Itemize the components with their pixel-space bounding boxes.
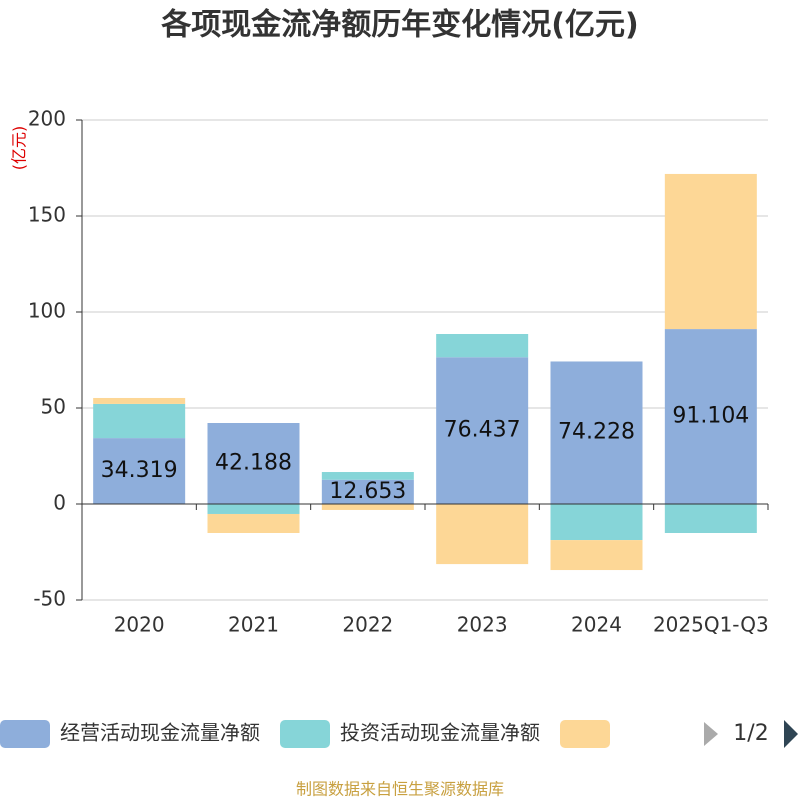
bar <box>550 540 643 571</box>
legend-swatch <box>0 720 50 748</box>
bar <box>664 173 757 330</box>
bar <box>207 422 300 504</box>
x-tick-label: 2020 <box>114 613 165 637</box>
bar <box>436 334 529 358</box>
data-label: 74.228 <box>558 420 635 445</box>
legend-label: 投资活动现金流量净额 <box>340 721 540 745</box>
legend-label: 经营活动现金流量净额 <box>60 721 260 745</box>
bar <box>436 504 529 565</box>
bar <box>664 504 757 533</box>
bar <box>550 361 643 504</box>
y-tick-label: 0 <box>53 491 66 515</box>
data-label: 76.437 <box>444 418 521 443</box>
y-tick-label: -50 <box>33 587 66 611</box>
x-tick-label: 2025Q1-Q3 <box>653 613 769 637</box>
bar <box>93 403 186 439</box>
legend-prev[interactable] <box>704 722 718 746</box>
data-label: 34.319 <box>101 458 178 483</box>
y-tick-label: 50 <box>41 395 66 419</box>
legend-swatch <box>560 720 610 748</box>
legend-next[interactable] <box>784 720 798 748</box>
bar <box>664 329 757 504</box>
bar <box>207 504 300 514</box>
y-tick-label: 150 <box>28 203 66 227</box>
bar <box>321 479 414 504</box>
bar <box>93 438 186 504</box>
y-tick-label: 100 <box>28 299 66 323</box>
data-label: 91.104 <box>672 404 749 429</box>
x-tick-label: 2023 <box>457 613 508 637</box>
bar <box>550 504 643 541</box>
x-tick-label: 2024 <box>571 613 622 637</box>
x-tick-label: 2021 <box>228 613 279 637</box>
data-label: 42.188 <box>215 450 292 475</box>
legend-page: 1/2 <box>733 721 768 746</box>
y-axis-label: (亿元) <box>10 126 29 171</box>
bar <box>321 472 414 480</box>
x-tick-label: 2022 <box>342 613 393 637</box>
bar <box>207 513 300 533</box>
source-note: 制图数据来自恒生聚源数据库 <box>296 780 504 799</box>
bar <box>93 397 186 404</box>
chart-title: 各项现金流净额历年变化情况(亿元) <box>160 8 638 43</box>
y-tick-label: 200 <box>28 107 66 131</box>
data-label: 12.653 <box>329 479 406 504</box>
legend-swatch <box>280 720 330 748</box>
bar <box>436 357 529 504</box>
bar <box>321 504 414 510</box>
